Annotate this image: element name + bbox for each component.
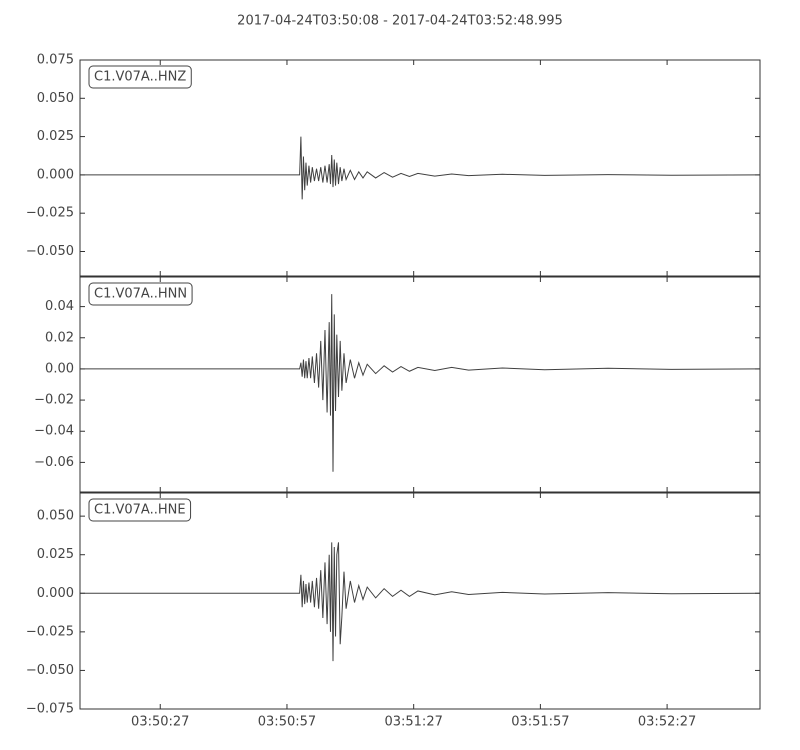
waveform [80,136,760,200]
trace-label-box [88,498,192,522]
y-tick-label: 0.04 [45,299,74,314]
plot-frame [79,492,761,710]
trace-label: C1.V07A..HNZ [94,70,186,85]
y-tick-label: −0.02 [34,393,74,408]
plot-frame [79,59,761,277]
y-tick-label: 0.025 [37,547,74,562]
chart-title: 2017-04-24T03:50:08 - 2017-04-24T03:52:4… [237,14,563,29]
trace-label-box [88,65,192,89]
y-tick-label: −0.050 [26,244,74,259]
y-tick-label: −0.025 [26,624,74,639]
y-tick-label: 0.050 [37,509,74,524]
y-tick-label: −0.075 [26,702,74,717]
y-tick-label: −0.025 [26,206,74,221]
y-tick-label: −0.050 [26,663,74,678]
trace-label-box [88,282,193,306]
y-tick-label: 0.050 [37,91,74,106]
x-tick-label: 03:51:27 [384,715,442,730]
x-tick-label: 03:50:27 [131,715,189,730]
x-tick-label: 03:52:27 [638,715,696,730]
y-tick-label: 0.075 [37,53,74,68]
y-tick-label: 0.000 [37,586,74,601]
y-tick-label: −0.04 [34,424,74,439]
y-tick-label: −0.06 [34,455,74,470]
waveform [80,294,760,472]
trace-label: C1.V07A..HNE [94,503,186,518]
plot-frame [79,276,761,493]
x-tick-label: 03:50:57 [258,715,316,730]
trace-label: C1.V07A..HNN [94,287,187,302]
y-tick-label: 0.02 [45,330,74,345]
waveform [80,542,760,662]
y-tick-label: 0.00 [45,361,74,376]
y-tick-label: 0.025 [37,129,74,144]
y-tick-label: 0.000 [37,167,74,182]
x-tick-label: 03:51:57 [511,715,569,730]
